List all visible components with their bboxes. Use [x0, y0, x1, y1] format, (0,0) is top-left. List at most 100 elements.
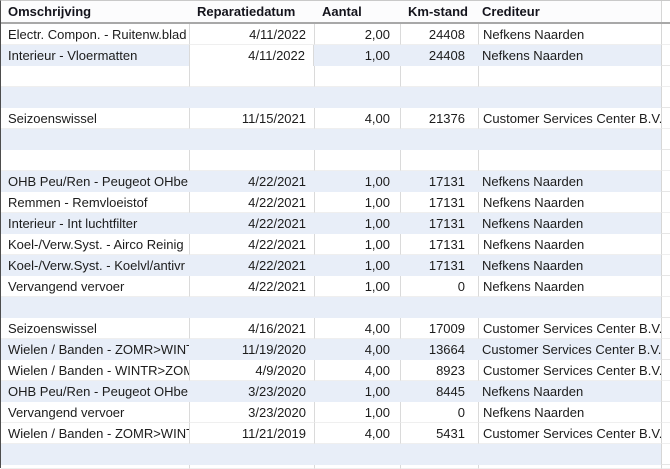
- cell-crediteur[interactable]: Nefkens Naarden: [478, 24, 661, 45]
- gutter-cell[interactable]: [661, 66, 670, 87]
- cell-reparatiedatum[interactable]: 4/9/2020: [189, 360, 314, 381]
- cell-crediteur[interactable]: Nefkens Naarden: [478, 276, 661, 297]
- gutter-cell[interactable]: [661, 24, 670, 45]
- cell-reparatiedatum[interactable]: 4/22/2021: [189, 255, 314, 276]
- cell-km-stand[interactable]: 17131: [400, 171, 478, 192]
- cell-omschrijving[interactable]: OHB Peu/Ren - Peugeot OHbe: [1, 381, 189, 402]
- cell-km-stand[interactable]: 13664: [400, 339, 478, 360]
- cell-reparatiedatum[interactable]: 4/22/2021: [189, 171, 314, 192]
- cell-km-stand[interactable]: [400, 129, 478, 150]
- cell-crediteur[interactable]: Customer Services Center B.V.: [478, 360, 661, 381]
- gutter-cell[interactable]: [661, 360, 670, 381]
- cell-crediteur[interactable]: Nefkens Naarden: [478, 234, 661, 255]
- cell-reparatiedatum[interactable]: 4/22/2021: [189, 234, 314, 255]
- cell-crediteur[interactable]: Nefkens Naarden: [478, 402, 661, 423]
- cell-omschrijving[interactable]: [1, 297, 189, 318]
- cell-km-stand[interactable]: 24408: [400, 24, 478, 45]
- column-header-omschrijving[interactable]: Omschrijving: [8, 4, 92, 19]
- cell-reparatiedatum[interactable]: 11/15/2021: [189, 108, 314, 129]
- cell-crediteur[interactable]: Customer Services Center B.V.: [478, 339, 661, 360]
- column-header-reparatiedatum[interactable]: Reparatiedatum: [197, 4, 296, 19]
- cell-omschrijving[interactable]: Wielen / Banden - ZOMR>WINT: [1, 423, 189, 444]
- cell-km-stand[interactable]: 24408: [400, 45, 478, 66]
- cell-reparatiedatum[interactable]: 4/11/2022: [189, 24, 314, 45]
- cell-reparatiedatum[interactable]: 4/16/2021: [189, 318, 314, 339]
- gutter-cell[interactable]: [661, 465, 670, 469]
- cell-reparatiedatum[interactable]: 4/11/2022: [189, 45, 314, 66]
- gutter-cell[interactable]: [661, 129, 670, 150]
- cell-aantal[interactable]: 1,00: [314, 213, 400, 234]
- cell-omschrijving[interactable]: Koel-/Verw.Syst. - Koelvl/antivr: [1, 255, 189, 276]
- cell-aantal[interactable]: 1,00: [314, 234, 400, 255]
- cell-km-stand[interactable]: [400, 465, 478, 469]
- cell-aantal[interactable]: 4,00: [314, 339, 400, 360]
- cell-aantal[interactable]: [314, 129, 400, 150]
- cell-omschrijving[interactable]: Interieur - Int luchtfilter: [1, 213, 189, 234]
- column-header-aantal[interactable]: Aantal: [322, 4, 362, 19]
- gutter-cell[interactable]: [661, 192, 670, 213]
- cell-crediteur[interactable]: Nefkens Naarden: [478, 255, 661, 276]
- cell-aantal[interactable]: 4,00: [314, 318, 400, 339]
- cell-reparatiedatum[interactable]: 11/21/2019: [189, 423, 314, 444]
- gutter-cell[interactable]: [661, 234, 670, 255]
- gutter-cell[interactable]: [661, 150, 670, 171]
- cell-km-stand[interactable]: 0: [400, 402, 478, 423]
- cell-reparatiedatum[interactable]: [189, 297, 314, 318]
- gutter-cell[interactable]: [661, 213, 670, 234]
- gutter-cell[interactable]: [661, 171, 670, 192]
- cell-crediteur[interactable]: Nefkens Naarden: [478, 171, 661, 192]
- cell-omschrijving[interactable]: [1, 465, 189, 469]
- cell-km-stand[interactable]: [400, 297, 478, 318]
- gutter-cell[interactable]: [661, 318, 670, 339]
- cell-aantal[interactable]: 1,00: [314, 192, 400, 213]
- cell-reparatiedatum[interactable]: [189, 150, 314, 171]
- cell-aantal[interactable]: 4,00: [314, 360, 400, 381]
- cell-omschrijving[interactable]: Wielen / Banden - WINTR>ZOM: [1, 360, 189, 381]
- gutter-cell[interactable]: [661, 402, 670, 423]
- cell-crediteur[interactable]: Nefkens Naarden: [478, 381, 661, 402]
- cell-reparatiedatum[interactable]: 3/23/2020: [189, 402, 314, 423]
- cell-aantal[interactable]: 4,00: [314, 423, 400, 444]
- cell-aantal[interactable]: 2,00: [314, 24, 400, 45]
- cell-reparatiedatum[interactable]: 4/22/2021: [189, 276, 314, 297]
- gutter-cell[interactable]: [661, 381, 670, 402]
- cell-omschrijving[interactable]: [1, 444, 189, 465]
- cell-crediteur[interactable]: Nefkens Naarden: [478, 45, 661, 66]
- cell-km-stand[interactable]: 17009: [400, 318, 478, 339]
- gutter-cell[interactable]: [661, 87, 670, 108]
- cell-omschrijving[interactable]: Koel-/Verw.Syst. - Airco Reinig: [1, 234, 189, 255]
- cell-km-stand[interactable]: 21376: [400, 108, 478, 129]
- column-header-km-stand[interactable]: Km-stand: [408, 4, 468, 19]
- cell-crediteur[interactable]: Nefkens Naarden: [478, 192, 661, 213]
- cell-crediteur[interactable]: Customer Services Center B.V.: [478, 108, 661, 129]
- cell-km-stand[interactable]: 8445: [400, 381, 478, 402]
- cell-crediteur[interactable]: [478, 444, 661, 465]
- cell-reparatiedatum[interactable]: 11/19/2020: [189, 339, 314, 360]
- gutter-cell[interactable]: [661, 108, 670, 129]
- cell-reparatiedatum[interactable]: 4/22/2021: [189, 213, 314, 234]
- cell-aantal[interactable]: 4,00: [314, 108, 400, 129]
- cell-omschrijving[interactable]: Remmen - Remvloeistof: [1, 192, 189, 213]
- cell-km-stand[interactable]: [400, 66, 478, 87]
- cell-aantal[interactable]: 1,00: [314, 45, 400, 66]
- cell-crediteur[interactable]: Nefkens Naarden: [478, 213, 661, 234]
- cell-km-stand[interactable]: [400, 87, 478, 108]
- cell-reparatiedatum[interactable]: 4/22/2021: [189, 192, 314, 213]
- cell-omschrijving[interactable]: Vervangend vervoer: [1, 402, 189, 423]
- cell-crediteur[interactable]: [478, 150, 661, 171]
- cell-km-stand[interactable]: [400, 444, 478, 465]
- cell-aantal[interactable]: [314, 66, 400, 87]
- cell-omschrijving[interactable]: Interieur - Vloermatten: [1, 45, 189, 66]
- cell-crediteur[interactable]: [478, 66, 661, 87]
- cell-km-stand[interactable]: 17131: [400, 192, 478, 213]
- cell-omschrijving[interactable]: Seizoenswissel: [1, 108, 189, 129]
- gutter-cell[interactable]: [661, 255, 670, 276]
- cell-omschrijving[interactable]: [1, 66, 189, 87]
- cell-aantal[interactable]: [314, 465, 400, 469]
- gutter-cell[interactable]: [661, 45, 670, 66]
- cell-aantal[interactable]: 1,00: [314, 381, 400, 402]
- cell-omschrijving[interactable]: Electr. Compon. - Ruitenw.blad: [1, 24, 189, 45]
- cell-km-stand[interactable]: 17131: [400, 234, 478, 255]
- cell-aantal[interactable]: [314, 150, 400, 171]
- cell-crediteur[interactable]: Customer Services Center B.V.: [478, 318, 661, 339]
